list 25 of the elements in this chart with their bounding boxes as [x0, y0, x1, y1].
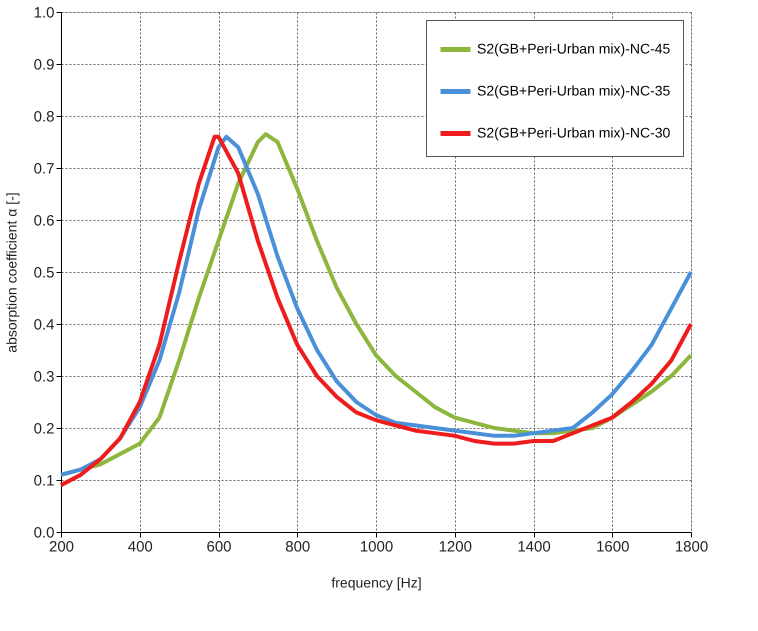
y-tick-label: 0.5 [34, 264, 54, 282]
x-tick-label: 1200 [438, 538, 472, 556]
y-tick-label: 0.9 [34, 56, 54, 74]
x-tick-label: 200 [48, 538, 74, 556]
y-tick-label: 0.4 [34, 316, 54, 334]
y-tick-label: 0.0 [34, 524, 54, 542]
x-tick-label: 1800 [674, 538, 708, 556]
y-tick-label: 0.1 [34, 472, 54, 490]
x-tick-label: 600 [206, 538, 232, 556]
x-tick-label: 1400 [517, 538, 551, 556]
x-axis-title: frequency [Hz] [331, 574, 422, 590]
y-tick-label: 0.7 [34, 160, 54, 178]
y-tick-label: 0.8 [34, 108, 54, 126]
y-tick-label: 1.0 [34, 4, 54, 22]
x-tick-label: 800 [285, 538, 310, 556]
legend-label: S2(GB+Peri-Urban mix)-NC-45 [477, 40, 671, 56]
x-tick-label: 1600 [596, 538, 630, 556]
y-tick-label: 0.3 [34, 368, 54, 386]
y-tick-label: 0.6 [34, 212, 54, 230]
x-tick-label: 400 [128, 538, 153, 556]
x-tick-label: 1000 [360, 538, 394, 556]
legend-label: S2(GB+Peri-Urban mix)-NC-30 [477, 124, 671, 140]
y-tick-label: 0.2 [34, 420, 54, 438]
y-axis-title: absorption coefficient α [-] [4, 192, 20, 353]
legend-label: S2(GB+Peri-Urban mix)-NC-35 [477, 82, 671, 98]
